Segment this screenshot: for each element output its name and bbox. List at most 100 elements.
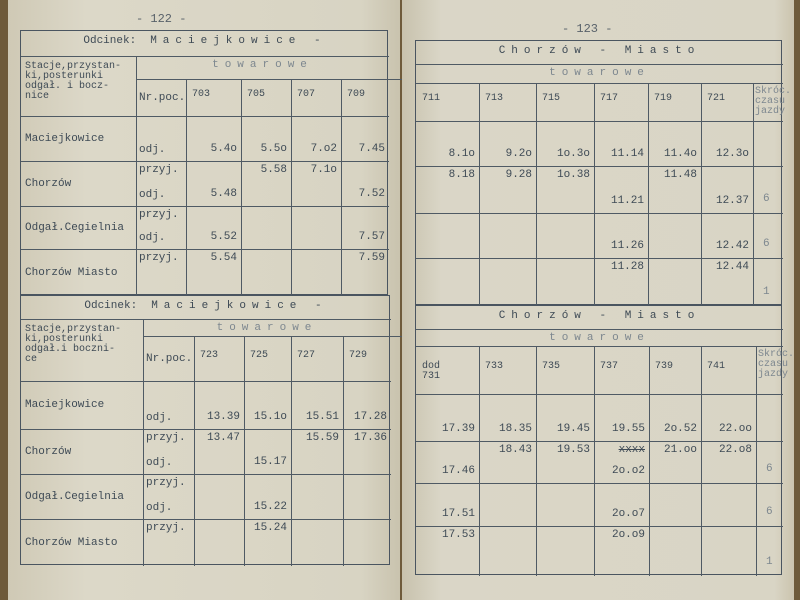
- departure-time: 17.28: [353, 411, 387, 423]
- row-divider: [21, 249, 389, 250]
- timetable: Odcinek: Maciejkowice - towarowe Stacje,prz…: [20, 295, 513, 566]
- train-type-label: towarowe: [216, 322, 318, 334]
- train-number: 735: [542, 361, 561, 372]
- row-divider: [21, 56, 389, 57]
- departure-time: 2o.o2: [611, 465, 645, 477]
- column-divider: [594, 83, 595, 306]
- arrival-time: 11.48: [663, 169, 697, 181]
- row-divider: [416, 394, 783, 395]
- row-divider: [21, 206, 389, 207]
- arrival-time: 5.54: [210, 252, 237, 264]
- column-divider: [479, 83, 480, 306]
- train-number: 707: [297, 88, 316, 100]
- row-divider: [416, 526, 783, 527]
- row-divider: [21, 319, 391, 320]
- column-divider: [136, 56, 137, 296]
- train-number: 737: [600, 361, 619, 372]
- arrival-time: 8.18: [448, 169, 475, 181]
- arrival-time: 18.43: [498, 444, 532, 456]
- station-name: Chorzów: [25, 177, 72, 190]
- column-divider: [536, 346, 537, 576]
- arrival-time: 15.59: [305, 432, 339, 444]
- departure-time: 8.1o: [448, 148, 475, 160]
- arrival-time: 17.53: [441, 529, 475, 541]
- train-number: 721: [707, 93, 726, 104]
- row-divider: [143, 336, 513, 337]
- arrival-time: 9.28: [505, 169, 532, 181]
- travel-time-reduction-header: Skróc. czasu jazdy: [755, 86, 792, 117]
- departure-time: 5.5o: [260, 143, 287, 155]
- arrival-time: 2o.o9: [611, 529, 645, 541]
- departure-time: 15.22: [253, 501, 287, 513]
- station-name: Odgał.Cegielnia: [25, 490, 125, 503]
- arrival-time: 12.44: [715, 261, 749, 273]
- departure-time: 11.14: [610, 148, 644, 160]
- table-title-row: Odcinek: Maciejkowice -: [21, 35, 389, 47]
- table-title-row: Chorzów - Miasto: [416, 310, 783, 322]
- train-number: dod 731: [422, 361, 441, 382]
- departure-label: odj.: [139, 144, 166, 156]
- column-divider: [343, 336, 344, 566]
- row-divider: [416, 64, 783, 65]
- departure-time: 5.52: [210, 231, 237, 243]
- row-divider: [416, 346, 783, 347]
- arrival-time: 22.o8: [718, 444, 752, 456]
- departure-time: 12.37: [715, 195, 749, 207]
- train-type-label: towarowe: [212, 59, 313, 71]
- column-divider: [194, 336, 195, 566]
- table-title-row: Chorzów - Miasto: [416, 45, 783, 57]
- column-divider: [186, 79, 187, 296]
- train-number: 727: [297, 349, 316, 361]
- row-divider: [21, 116, 389, 117]
- row-divider: [416, 121, 783, 122]
- row-divider: [21, 429, 391, 430]
- row-divider: [21, 519, 391, 520]
- train-number: 725: [250, 349, 269, 361]
- travel-time-reduction-header: Skróc. czasu jazdy: [758, 349, 795, 380]
- section-label: Odcinek:: [84, 300, 138, 312]
- train-number: 705: [247, 88, 266, 100]
- travel-time-reduction: 1: [766, 556, 773, 568]
- train-number: 719: [654, 93, 673, 104]
- arrival-time: xxxx: [618, 444, 645, 456]
- column-divider: [701, 83, 702, 306]
- column-divider: [594, 346, 595, 576]
- train-number-header: Nr.poc.: [146, 352, 193, 365]
- departure-time: 13.39: [206, 411, 240, 423]
- arrival-label: przyj.: [139, 252, 179, 264]
- travel-time-reduction: 6: [766, 463, 773, 475]
- section-label: Odcinek:: [83, 35, 137, 47]
- station-name: Maciejkowice: [25, 399, 105, 411]
- arrival-time: 21.oo: [663, 444, 697, 456]
- train-number: 723: [200, 349, 219, 361]
- departure-time: 9.2o: [505, 148, 532, 160]
- train-number: 739: [655, 361, 674, 372]
- column-divider: [291, 336, 292, 566]
- arrival-time: 13.47: [206, 432, 240, 444]
- column-divider: [143, 319, 144, 566]
- train-number: 703: [192, 88, 211, 100]
- departure-time: 17.51: [441, 508, 475, 520]
- travel-time-reduction: 6: [763, 238, 770, 250]
- column-divider: [536, 83, 537, 306]
- row-divider: [416, 83, 783, 84]
- train-number: 709: [347, 88, 366, 100]
- departure-label: odj.: [146, 412, 173, 424]
- arrival-time: 11.28: [610, 261, 644, 273]
- train-type-label: towarowe: [549, 332, 650, 344]
- departure-label: odj.: [139, 232, 166, 244]
- column-divider: [244, 336, 245, 566]
- arrival-time: 19.53: [556, 444, 590, 456]
- section-title: Maciejkowice -: [150, 35, 327, 47]
- page-number: - 123 -: [562, 22, 613, 36]
- station-name: Chorzów Miasto: [25, 266, 118, 279]
- column-divider: [479, 346, 480, 576]
- column-divider: [241, 79, 242, 296]
- travel-time-reduction: 6: [766, 506, 773, 518]
- arrival-time: 7.59: [358, 252, 385, 264]
- train-number: 711: [422, 93, 441, 104]
- station-column-header: Stacje,przystan- ki,posterunki odgał.i b…: [25, 324, 122, 365]
- column-divider: [648, 83, 649, 306]
- timetable: Chorzów - Miasto towarowe Skróc. czasu jaz…: [415, 40, 791, 306]
- column-divider: [756, 346, 757, 576]
